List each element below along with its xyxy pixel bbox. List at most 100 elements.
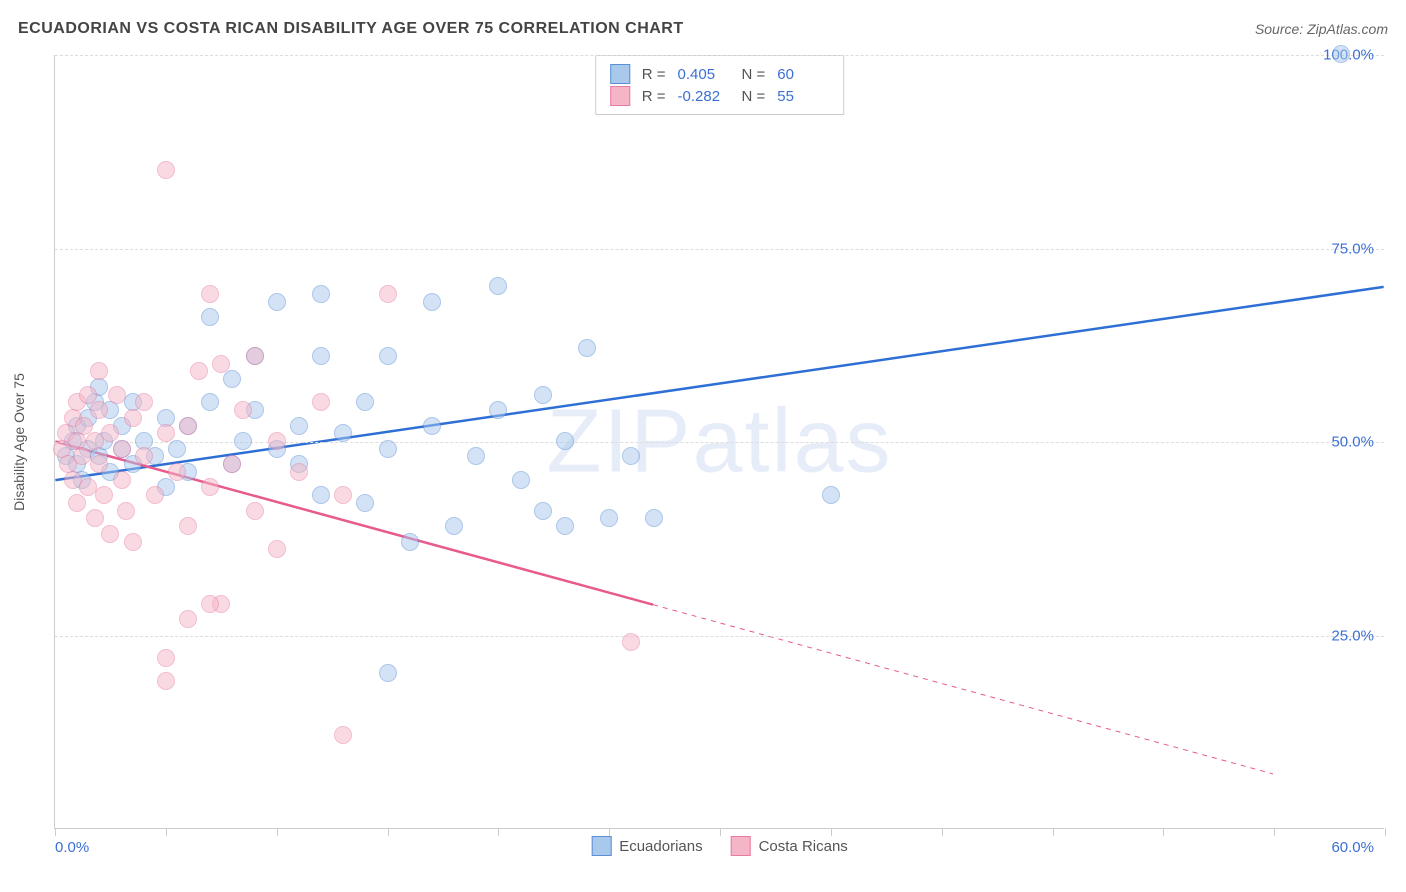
scatter-point [334,726,352,744]
scatter-point [645,509,663,527]
scatter-point [268,432,286,450]
scatter-point [234,432,252,450]
scatter-point [117,502,135,520]
legend-item: Costa Ricans [731,836,848,856]
scatter-point [578,339,596,357]
x-tick [1274,828,1275,836]
y-tick-label: 50.0% [1331,434,1374,451]
stat-r-value: 0.405 [678,66,730,83]
scatter-point [334,424,352,442]
scatter-point [445,517,463,535]
x-tick-label: 0.0% [55,839,89,856]
scatter-point [312,285,330,303]
legend-swatch [591,836,611,856]
scatter-point [356,494,374,512]
scatter-point [534,502,552,520]
scatter-point [268,293,286,311]
plot-area: Disability Age Over 75 ZIPatlas R =0.405… [54,55,1384,829]
scatter-point [234,401,252,419]
x-tick [720,828,721,836]
scatter-point [86,509,104,527]
stat-r-value: -0.282 [678,88,730,105]
gridline-h [55,636,1384,637]
scatter-point [312,347,330,365]
scatter-point [168,463,186,481]
scatter-point [201,595,219,613]
stats-legend: R = 0.405 N = 60 R = -0.282 N = 55 [595,55,845,115]
scatter-point [489,277,507,295]
scatter-point [201,393,219,411]
stat-n-label: N = [742,88,766,105]
scatter-point [90,401,108,419]
scatter-point [68,494,86,512]
scatter-point [423,417,441,435]
legend-label: Ecuadorians [619,838,702,855]
scatter-point [246,347,264,365]
scatter-point [423,293,441,311]
scatter-point [622,447,640,465]
scatter-point [146,486,164,504]
stat-n-value: 60 [777,66,829,83]
scatter-point [90,362,108,380]
scatter-point [101,525,119,543]
scatter-point [246,502,264,520]
scatter-point [90,455,108,473]
stat-n-label: N = [742,66,766,83]
gridline-h [55,55,1384,56]
scatter-point [534,386,552,404]
scatter-point [268,540,286,558]
gridline-h [55,442,1384,443]
chart-header: ECUADORIAN VS COSTA RICAN DISABILITY AGE… [18,20,1388,38]
x-tick [831,828,832,836]
scatter-point [822,486,840,504]
scatter-point [157,161,175,179]
stats-row: R = -0.282 N = 55 [610,86,830,106]
legend-swatch [610,86,630,106]
x-tick [55,828,56,836]
chart-title: ECUADORIAN VS COSTA RICAN DISABILITY AGE… [18,20,684,38]
scatter-point [168,440,186,458]
bottom-legend: Ecuadorians Costa Ricans [591,836,848,856]
x-tick [1053,828,1054,836]
scatter-point [179,417,197,435]
scatter-point [600,509,618,527]
scatter-point [223,455,241,473]
stat-r-label: R = [642,66,666,83]
scatter-point [401,533,419,551]
scatter-point [1332,45,1350,63]
scatter-point [157,649,175,667]
y-axis-label: Disability Age Over 75 [11,373,27,511]
stat-n-value: 55 [777,88,829,105]
scatter-point [101,424,119,442]
scatter-point [75,417,93,435]
legend-swatch [610,64,630,84]
scatter-point [113,471,131,489]
x-tick [277,828,278,836]
scatter-point [135,393,153,411]
scatter-point [223,370,241,388]
scatter-point [622,633,640,651]
scatter-point [108,386,126,404]
scatter-point [489,401,507,419]
scatter-point [79,386,97,404]
x-tick [166,828,167,836]
scatter-point [512,471,530,489]
x-tick [388,828,389,836]
scatter-point [201,478,219,496]
scatter-point [157,424,175,442]
stats-row: R = 0.405 N = 60 [610,64,830,84]
scatter-point [124,409,142,427]
scatter-point [556,517,574,535]
scatter-point [179,517,197,535]
scatter-point [334,486,352,504]
scatter-point [290,417,308,435]
gridline-h [55,249,1384,250]
scatter-point [124,533,142,551]
scatter-point [312,486,330,504]
scatter-point [135,447,153,465]
x-tick [498,828,499,836]
stat-r-label: R = [642,88,666,105]
scatter-point [379,440,397,458]
scatter-point [179,610,197,628]
scatter-point [379,285,397,303]
